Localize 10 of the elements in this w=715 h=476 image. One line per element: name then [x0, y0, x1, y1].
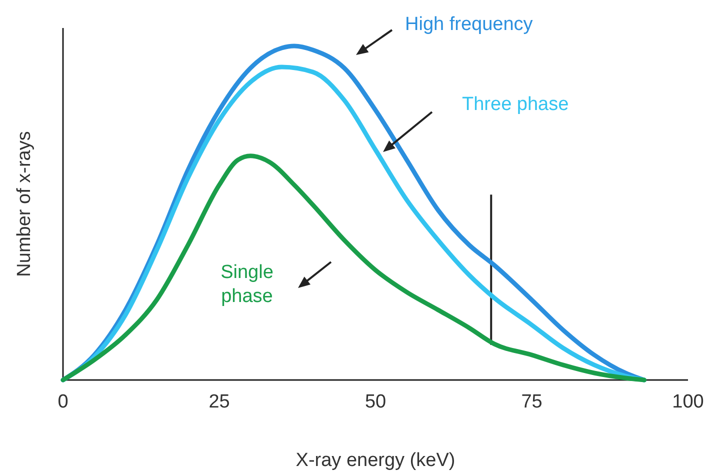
- series-label: Single phase: [220, 262, 274, 307]
- y-axis-title: Number of x-rays: [14, 131, 35, 277]
- x-tick-label: 100: [672, 391, 704, 412]
- x-tick-label: 0: [58, 391, 68, 412]
- x-tick-label: 50: [364, 391, 386, 412]
- x-axis-title: X-ray energy (keV): [296, 450, 456, 471]
- text: High frequency: [405, 14, 534, 35]
- x-tick-label: 75: [521, 391, 542, 412]
- text: Three phase: [462, 94, 569, 115]
- x-tick-label: 25: [208, 391, 230, 412]
